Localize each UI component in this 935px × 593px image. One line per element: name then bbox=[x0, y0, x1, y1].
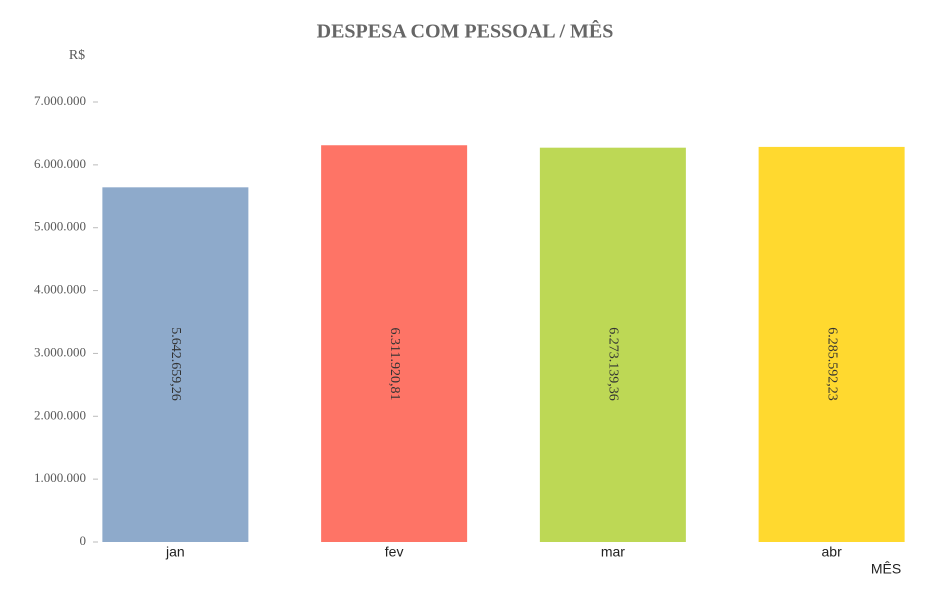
y-tick-label: 7.000.000 bbox=[34, 93, 86, 108]
x-axis-label: MÊS bbox=[871, 561, 901, 577]
chart-title: DESPESA COM PESSOAL / MÊS bbox=[317, 19, 614, 43]
bar bbox=[539, 147, 686, 542]
y-tick-label: 2.000.000 bbox=[34, 407, 86, 422]
y-tick-label: 1.000.000 bbox=[34, 470, 86, 485]
value-label: 6.285.592,23 bbox=[824, 327, 839, 401]
x-tick-label: fev bbox=[385, 544, 404, 560]
y-tick-label: 5.000.000 bbox=[34, 219, 86, 234]
x-tick-label: mar bbox=[601, 544, 625, 560]
bar bbox=[321, 145, 468, 543]
x-tick-label: abr bbox=[822, 544, 843, 560]
y-tick-label: 6.000.000 bbox=[34, 156, 86, 171]
bar bbox=[758, 146, 905, 542]
y-tick-label: 4.000.000 bbox=[34, 282, 86, 297]
y-tick-label: 0 bbox=[80, 533, 87, 548]
value-label: 6.311.920,81 bbox=[387, 328, 402, 401]
value-label: 5.642.659,26 bbox=[168, 327, 183, 401]
y-axis-label: R$ bbox=[69, 48, 85, 63]
y-tick-label: 3.000.000 bbox=[34, 344, 86, 359]
bar bbox=[102, 187, 249, 543]
value-label: 6.273.139,36 bbox=[606, 327, 621, 401]
x-tick-label: jan bbox=[165, 544, 185, 560]
